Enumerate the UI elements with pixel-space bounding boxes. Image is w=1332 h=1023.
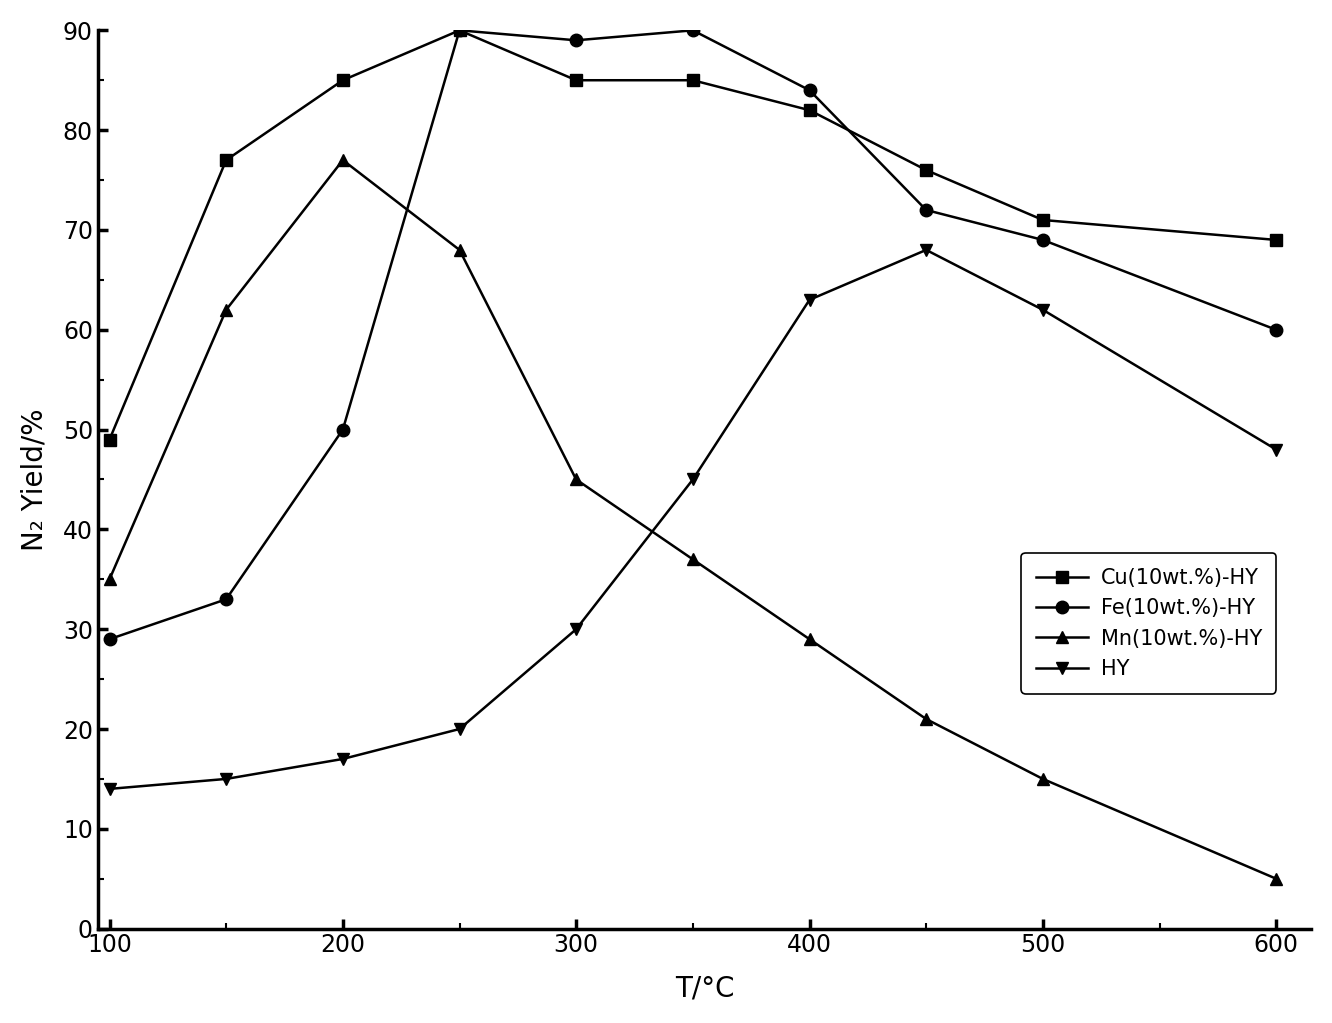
- Mn(10wt.%)-HY: [218, 304, 234, 316]
- X-axis label: T/°C: T/°C: [675, 974, 734, 1003]
- Cu(10wt.%)-HY: [802, 104, 818, 117]
- Cu(10wt.%)-HY: [918, 164, 934, 176]
- HY: [101, 783, 117, 795]
- HY: [1268, 443, 1284, 455]
- Fe(10wt.%)-HY: [569, 34, 585, 46]
- Legend: Cu(10wt.%)-HY, Fe(10wt.%)-HY, Mn(10wt.%)-HY, HY: Cu(10wt.%)-HY, Fe(10wt.%)-HY, Mn(10wt.%)…: [1022, 553, 1276, 694]
- HY: [218, 772, 234, 785]
- Mn(10wt.%)-HY: [685, 553, 701, 566]
- Fe(10wt.%)-HY: [452, 25, 468, 37]
- Fe(10wt.%)-HY: [918, 204, 934, 216]
- Y-axis label: N₂ Yield/%: N₂ Yield/%: [21, 408, 49, 550]
- Cu(10wt.%)-HY: [334, 74, 350, 86]
- Cu(10wt.%)-HY: [1035, 214, 1051, 226]
- Line: Fe(10wt.%)-HY: Fe(10wt.%)-HY: [104, 25, 1283, 646]
- Mn(10wt.%)-HY: [1035, 772, 1051, 785]
- HY: [452, 723, 468, 736]
- Fe(10wt.%)-HY: [685, 25, 701, 37]
- Cu(10wt.%)-HY: [218, 153, 234, 166]
- HY: [1035, 304, 1051, 316]
- Cu(10wt.%)-HY: [1268, 234, 1284, 247]
- HY: [802, 294, 818, 306]
- HY: [918, 243, 934, 256]
- Line: HY: HY: [104, 243, 1283, 795]
- Line: Mn(10wt.%)-HY: Mn(10wt.%)-HY: [104, 153, 1283, 885]
- Mn(10wt.%)-HY: [334, 153, 350, 166]
- Line: Cu(10wt.%)-HY: Cu(10wt.%)-HY: [104, 25, 1283, 446]
- Fe(10wt.%)-HY: [334, 424, 350, 436]
- Mn(10wt.%)-HY: [918, 713, 934, 725]
- Mn(10wt.%)-HY: [569, 474, 585, 486]
- Mn(10wt.%)-HY: [802, 633, 818, 646]
- HY: [334, 753, 350, 765]
- Cu(10wt.%)-HY: [452, 25, 468, 37]
- Mn(10wt.%)-HY: [452, 243, 468, 256]
- Fe(10wt.%)-HY: [218, 593, 234, 606]
- Cu(10wt.%)-HY: [685, 74, 701, 86]
- Fe(10wt.%)-HY: [1268, 323, 1284, 336]
- Cu(10wt.%)-HY: [569, 74, 585, 86]
- HY: [569, 623, 585, 635]
- Cu(10wt.%)-HY: [101, 434, 117, 446]
- Fe(10wt.%)-HY: [101, 633, 117, 646]
- Mn(10wt.%)-HY: [1268, 873, 1284, 885]
- Mn(10wt.%)-HY: [101, 573, 117, 585]
- HY: [685, 474, 701, 486]
- Fe(10wt.%)-HY: [1035, 234, 1051, 247]
- Fe(10wt.%)-HY: [802, 84, 818, 96]
